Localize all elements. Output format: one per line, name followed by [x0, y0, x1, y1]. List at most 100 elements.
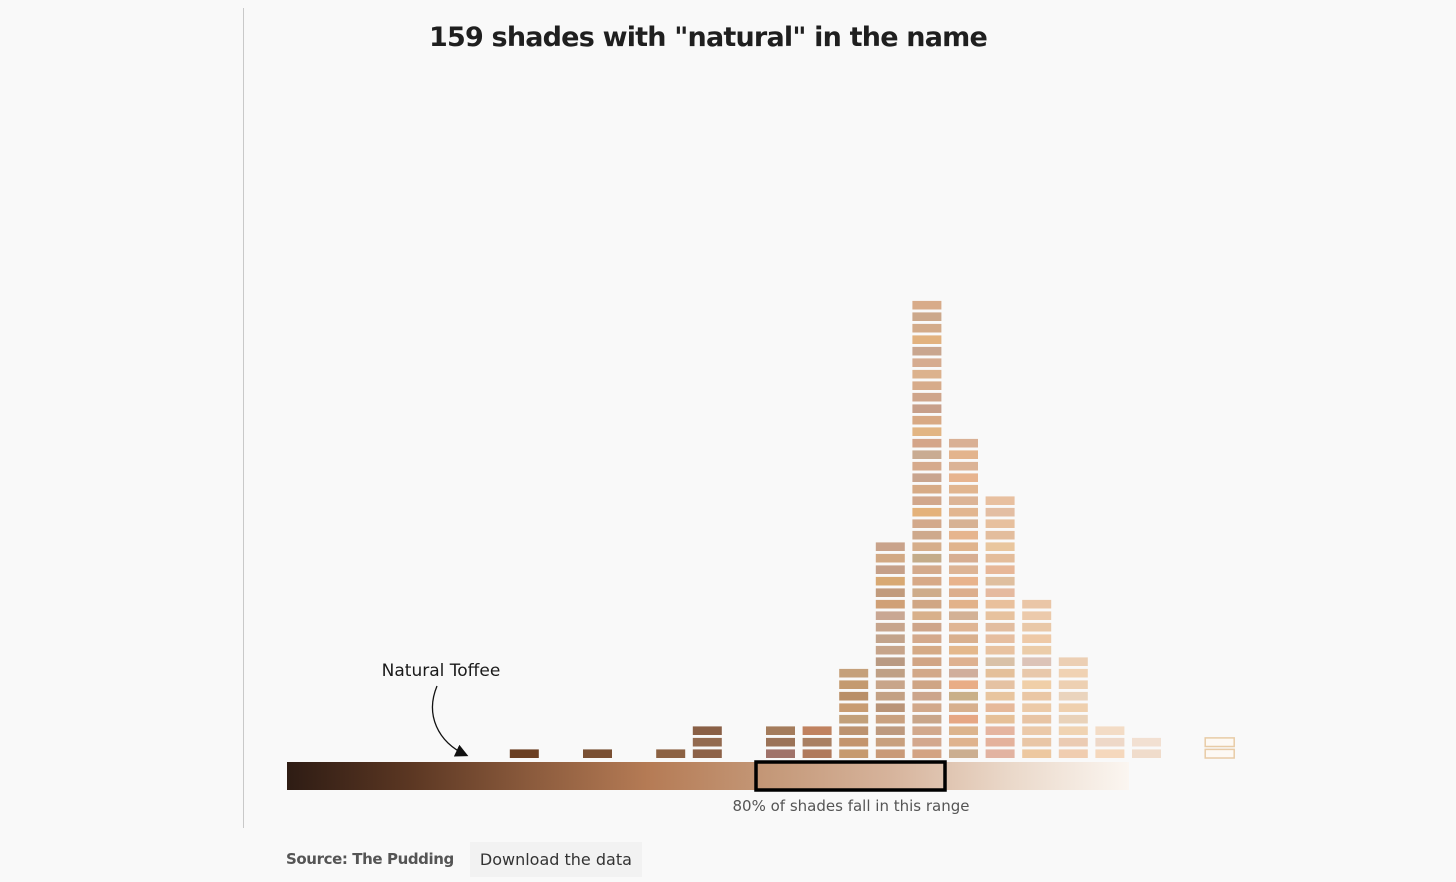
- shade-swatch: [1058, 657, 1088, 666]
- shade-swatch: [912, 553, 942, 563]
- shade-swatch: [949, 622, 978, 632]
- shade-swatch: [692, 726, 722, 735]
- shade-swatch: [692, 737, 722, 747]
- shade-swatch: [839, 703, 869, 712]
- shade-swatch: [949, 749, 978, 758]
- shade-swatch: [985, 657, 1015, 666]
- shade-swatch: [656, 749, 686, 758]
- shade-swatch: [949, 473, 978, 482]
- shade-swatch: [912, 450, 942, 459]
- shade-swatch: [912, 369, 942, 379]
- shade-swatch: [1022, 737, 1052, 747]
- shade-swatch: [949, 450, 978, 459]
- shade-swatch: [912, 749, 942, 758]
- shade-swatch: [875, 749, 905, 758]
- shade-swatch: [875, 737, 905, 747]
- shade-swatch: [875, 691, 905, 701]
- shade-swatch: [839, 668, 869, 678]
- shade-swatch: [949, 576, 978, 586]
- shade-swatch: [875, 622, 905, 632]
- shade-swatch: [1022, 611, 1052, 620]
- shade-swatch: [583, 749, 612, 758]
- shade-swatch: [1022, 668, 1052, 678]
- range-highlight-box: [754, 760, 947, 792]
- shade-swatch: [1022, 749, 1052, 758]
- shade-swatch: [949, 726, 978, 735]
- shade-swatch: [1022, 634, 1052, 643]
- annotation-label: Natural Toffee: [382, 661, 501, 681]
- shade-swatch: [1095, 749, 1125, 758]
- shade-swatch: [912, 415, 942, 425]
- download-data-button[interactable]: Download the data: [469, 841, 642, 877]
- shade-swatch: [1058, 714, 1088, 724]
- shade-swatch: [1058, 703, 1088, 712]
- shade-swatch: [949, 496, 978, 505]
- shade-swatch: [1132, 749, 1161, 758]
- shade-swatch: [1132, 737, 1161, 747]
- shade-swatch: [985, 565, 1015, 574]
- shade-swatch: [766, 737, 795, 747]
- range-label: 80% of shades fall in this range: [733, 797, 970, 815]
- shade-swatch: [1058, 737, 1088, 747]
- shade-swatch: [985, 622, 1015, 632]
- shade-swatch: [985, 576, 1015, 586]
- shade-swatch: [949, 565, 978, 574]
- shade-swatch: [875, 634, 905, 643]
- shade-swatch: [912, 335, 942, 344]
- shade-swatch: [985, 668, 1015, 678]
- shade-swatch: [1058, 691, 1088, 701]
- shade-swatch: [802, 726, 832, 735]
- chart-title: 159 shades with "natural" in the name: [428, 22, 988, 53]
- shade-swatch: [912, 392, 942, 402]
- shade-swatch: [985, 496, 1015, 505]
- shade-swatch: [1022, 622, 1052, 632]
- shade-swatch: [1022, 599, 1052, 609]
- shade-swatch: [1022, 726, 1052, 735]
- shade-swatch: [912, 565, 942, 574]
- shade-swatch: [985, 519, 1015, 528]
- shade-swatch: [875, 553, 905, 563]
- shade-swatch: [912, 438, 942, 448]
- shade-swatch: [912, 542, 942, 551]
- shade-swatch: [692, 749, 722, 758]
- shade-swatch: [875, 668, 905, 678]
- shade-swatch: [912, 634, 942, 643]
- shade-swatch: [949, 645, 978, 655]
- shade-swatch: [949, 611, 978, 620]
- shade-swatch: [875, 565, 905, 574]
- shade-swatch: [985, 507, 1015, 517]
- shade-swatch: [949, 691, 978, 701]
- shade-swatch: [912, 427, 942, 436]
- shade-swatch: [912, 645, 942, 655]
- shade-swatch: [912, 703, 942, 712]
- shade-swatch: [912, 726, 942, 735]
- shade-swatch: [912, 668, 942, 678]
- shade-swatch: [802, 749, 832, 758]
- shade-swatch: [949, 461, 978, 471]
- shade-swatch: [839, 691, 869, 701]
- shade-swatch: [1022, 703, 1052, 712]
- shade-swatch: [912, 680, 942, 689]
- shade-swatch: [949, 703, 978, 712]
- shade-swatch: [875, 726, 905, 735]
- shade-swatch: [875, 599, 905, 609]
- shade-swatch: [875, 703, 905, 712]
- shade-swatch: [912, 346, 942, 356]
- shade-swatch: [949, 507, 978, 517]
- shade-swatch: [875, 576, 905, 586]
- shade-swatch: [985, 634, 1015, 643]
- shade-swatch: [949, 657, 978, 666]
- shade-swatch: [839, 726, 869, 735]
- shade-swatch: [912, 404, 942, 413]
- shade-swatch: [985, 726, 1015, 735]
- shade-swatch: [985, 749, 1015, 758]
- shade-swatch: [912, 611, 942, 620]
- shade-swatch: [839, 680, 869, 689]
- shade-swatch: [949, 668, 978, 678]
- left-divider: [243, 8, 244, 828]
- shade-swatch: [985, 691, 1015, 701]
- shade-swatch: [875, 542, 905, 551]
- shade-swatch: [949, 553, 978, 563]
- shade-swatch: [912, 496, 942, 505]
